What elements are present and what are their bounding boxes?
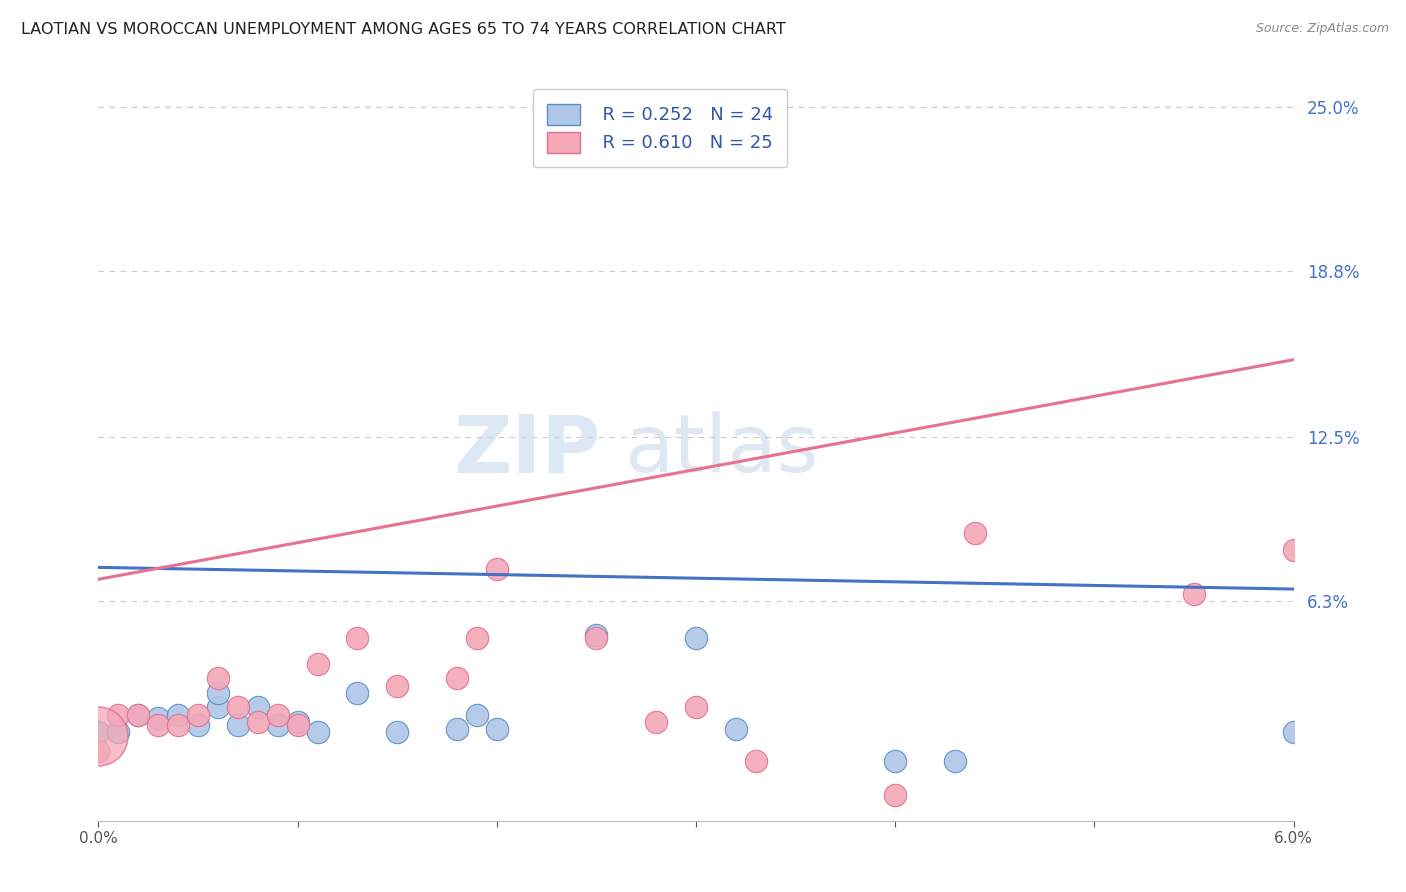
Point xyxy=(385,594,409,608)
Point xyxy=(167,581,190,595)
Point xyxy=(685,422,707,436)
Point xyxy=(307,594,329,608)
Point xyxy=(127,562,149,576)
Point xyxy=(385,509,409,524)
Point xyxy=(267,581,290,595)
Point xyxy=(446,496,468,510)
Point xyxy=(246,549,269,564)
Point xyxy=(1282,594,1305,608)
Point xyxy=(1282,263,1305,277)
Point xyxy=(187,581,209,595)
Point xyxy=(287,575,309,590)
Text: atlas: atlas xyxy=(624,411,818,490)
Point xyxy=(745,647,768,661)
Point xyxy=(207,496,229,510)
Point xyxy=(226,549,249,564)
Point xyxy=(346,422,368,436)
Point xyxy=(148,567,170,582)
Point xyxy=(446,589,468,603)
Point xyxy=(465,422,488,436)
Point xyxy=(1182,343,1205,357)
Point xyxy=(107,562,129,576)
Text: LAOTIAN VS MOROCCAN UNEMPLOYMENT AMONG AGES 65 TO 74 YEARS CORRELATION CHART: LAOTIAN VS MOROCCAN UNEMPLOYMENT AMONG A… xyxy=(21,22,786,37)
Point xyxy=(87,629,110,643)
Point xyxy=(485,298,508,312)
Point xyxy=(884,647,907,661)
Point xyxy=(87,602,110,616)
Legend:   R = 0.252   N = 24,   R = 0.610   N = 25: R = 0.252 N = 24, R = 0.610 N = 25 xyxy=(533,89,787,167)
Point xyxy=(585,422,607,436)
Point xyxy=(884,707,907,722)
Point xyxy=(963,232,986,246)
Point xyxy=(246,575,269,590)
Text: ZIP: ZIP xyxy=(453,411,600,490)
Point xyxy=(167,562,190,576)
Point xyxy=(685,549,707,564)
Point xyxy=(645,575,668,590)
Text: Source: ZipAtlas.com: Source: ZipAtlas.com xyxy=(1256,22,1389,36)
Point xyxy=(207,523,229,537)
Point xyxy=(724,589,747,603)
Point xyxy=(107,594,129,608)
Point xyxy=(346,523,368,537)
Point xyxy=(943,647,966,661)
Point xyxy=(287,581,309,595)
Point xyxy=(465,562,488,576)
Point xyxy=(485,589,508,603)
Point xyxy=(87,594,110,608)
Point xyxy=(226,581,249,595)
Point xyxy=(187,562,209,576)
Point xyxy=(307,470,329,484)
Point xyxy=(148,581,170,595)
Point xyxy=(585,417,607,431)
Point xyxy=(207,549,229,564)
Point xyxy=(267,562,290,576)
Point xyxy=(127,562,149,576)
